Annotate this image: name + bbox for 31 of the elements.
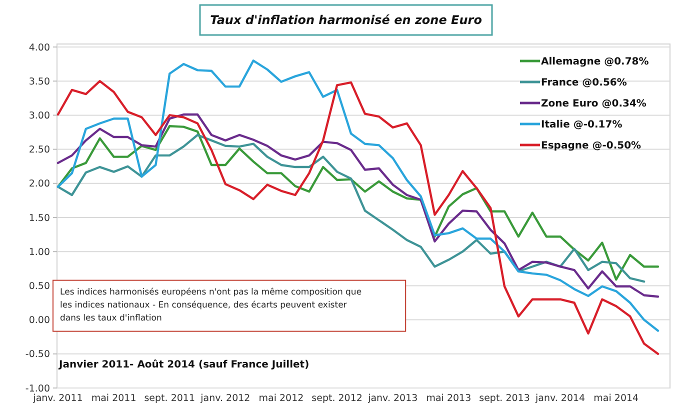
y-tick-label: 0.50 bbox=[28, 281, 50, 292]
x-tick-label: mai 2012 bbox=[258, 393, 304, 404]
legend-label: Espagne @-0.50% bbox=[541, 140, 642, 152]
annotation: Janvier 2011- Août 2014 (sauf France Juillet) bbox=[58, 360, 310, 371]
y-tick-label: 1.50 bbox=[28, 212, 50, 224]
x-tick-label: janv. 2013 bbox=[367, 393, 418, 404]
x-tick-label: janv. 2014 bbox=[534, 393, 586, 404]
legend-label: Allemagne @0.78% bbox=[541, 56, 649, 68]
annotation: Les indices harmonisés européens n'ont pas la même composition que les indices nationaux - En conséquence, des écarts peuvent exister dans les taux d'inflation bbox=[60, 287, 362, 324]
y-tick-label: 0.00 bbox=[28, 315, 50, 326]
y-tick-label: 2.50 bbox=[28, 144, 50, 156]
x-tick-label: mai 2013 bbox=[426, 393, 472, 404]
y-tick-label: 1.00 bbox=[28, 246, 50, 258]
y-tick-label: 2.00 bbox=[28, 178, 50, 190]
legend-label: Italie @-0.17% bbox=[541, 120, 622, 130]
x-tick-label: mai 2011 bbox=[91, 393, 136, 404]
legend-label: France @0.56% bbox=[541, 78, 627, 88]
chart-title: Taux d'inflation harmonisé en zone Euro bbox=[210, 13, 482, 27]
x-tick-label: mai 2014 bbox=[594, 393, 639, 404]
x-tick-label: janv. 2012 bbox=[200, 393, 250, 404]
x-tick-label: sept. 2013 bbox=[479, 393, 530, 404]
line-series bbox=[56, 113, 660, 298]
y-tick-label: 3.50 bbox=[28, 76, 50, 88]
y-tick-label: 4.00 bbox=[28, 42, 50, 54]
x-tick-label: sept. 2011 bbox=[144, 393, 196, 404]
x-tick-label: janv. 2011 bbox=[32, 393, 83, 404]
y-tick-label: -0.50 bbox=[25, 349, 50, 360]
y-tick-label: 3.00 bbox=[28, 110, 50, 122]
y-tick-label: -1.00 bbox=[25, 383, 50, 394]
x-tick-label: sept. 2012 bbox=[312, 393, 362, 404]
legend-label: Zone Euro @0.34% bbox=[541, 98, 646, 110]
